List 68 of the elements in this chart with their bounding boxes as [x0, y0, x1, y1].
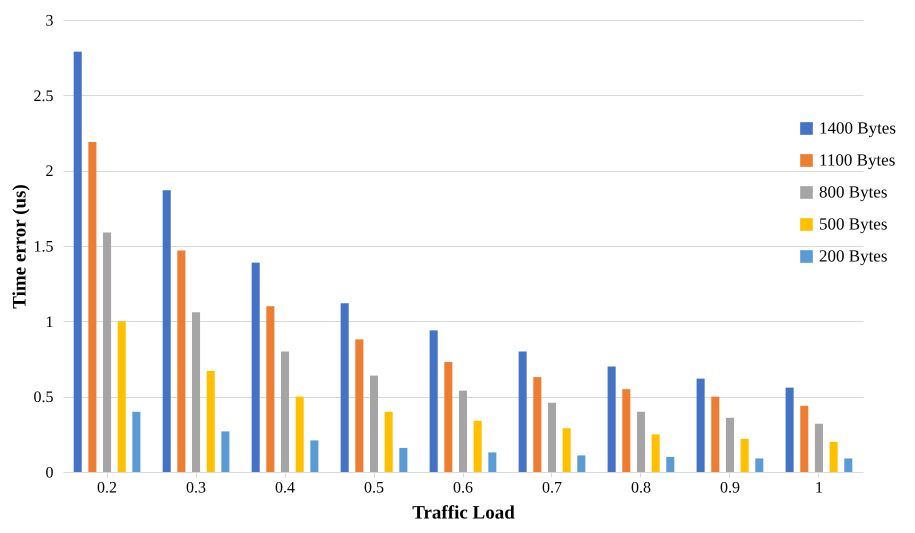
bar — [652, 434, 660, 472]
y-tick-label: 2 — [46, 163, 54, 180]
bar — [296, 396, 304, 472]
bar — [177, 250, 186, 472]
bar — [755, 458, 764, 472]
bar — [622, 389, 630, 472]
bar — [726, 418, 734, 472]
bar — [88, 142, 96, 472]
y-tick-label: 1.5 — [34, 238, 54, 256]
bar — [533, 377, 542, 472]
bar — [252, 262, 260, 472]
bar — [696, 378, 705, 472]
bar — [192, 312, 200, 472]
y-tick-label: 2.5 — [34, 88, 54, 105]
bar — [548, 402, 556, 472]
x-tick-label: 0.3 — [186, 480, 206, 496]
bar — [458, 390, 468, 472]
bar — [444, 362, 452, 472]
y-tick-label: 0 — [46, 464, 54, 482]
x-tick-label: 0.4 — [275, 480, 296, 496]
bar — [740, 438, 749, 472]
x-tick-label: 0.7 — [542, 480, 562, 496]
bar — [384, 412, 393, 472]
bar — [118, 321, 126, 472]
legend-label: 200 Bytes — [819, 246, 888, 266]
x-tick-label: 0.6 — [453, 480, 473, 496]
bar — [488, 452, 496, 472]
legend-label: 1100 Bytes — [819, 150, 896, 170]
x-tick-label: 0.9 — [720, 480, 740, 496]
x-axis-title: Traffic Load — [412, 502, 516, 524]
y-tick-label: 1 — [46, 314, 54, 331]
bar — [266, 306, 274, 472]
legend-label: 1400 Bytes — [819, 118, 896, 138]
y-axis-title: Time error (us) — [10, 184, 30, 309]
bar — [666, 456, 674, 472]
bar — [370, 376, 378, 472]
legend-label: 800 Bytes — [819, 182, 888, 202]
bar — [132, 412, 140, 472]
bar — [474, 420, 482, 472]
bar — [74, 52, 82, 472]
bar — [608, 366, 616, 472]
bar — [310, 440, 318, 472]
bar — [280, 351, 290, 472]
y-tick-label: 0.5 — [34, 389, 54, 406]
bar — [430, 330, 438, 472]
bar — [206, 371, 215, 472]
bar — [221, 431, 230, 472]
bar — [518, 351, 527, 472]
bar — [830, 442, 838, 472]
bar — [636, 412, 646, 472]
x-tick-label: 0.2 — [97, 480, 118, 496]
legend-label: 500 Bytes — [819, 214, 888, 234]
y-tick-label: 3 — [46, 12, 54, 30]
x-tick-label: 0.8 — [630, 480, 651, 496]
x-tick-label: 0.5 — [364, 480, 384, 496]
bar — [562, 428, 571, 472]
bar — [577, 455, 586, 472]
bar — [162, 190, 171, 472]
bar — [103, 232, 112, 472]
bar — [340, 303, 349, 472]
bar — [399, 448, 408, 472]
bar — [786, 388, 794, 472]
bar — [814, 424, 823, 472]
bar — [800, 406, 808, 472]
bar — [355, 339, 364, 472]
x-tick-label: 1 — [814, 480, 823, 496]
bar — [711, 396, 720, 472]
bar — [844, 458, 852, 472]
